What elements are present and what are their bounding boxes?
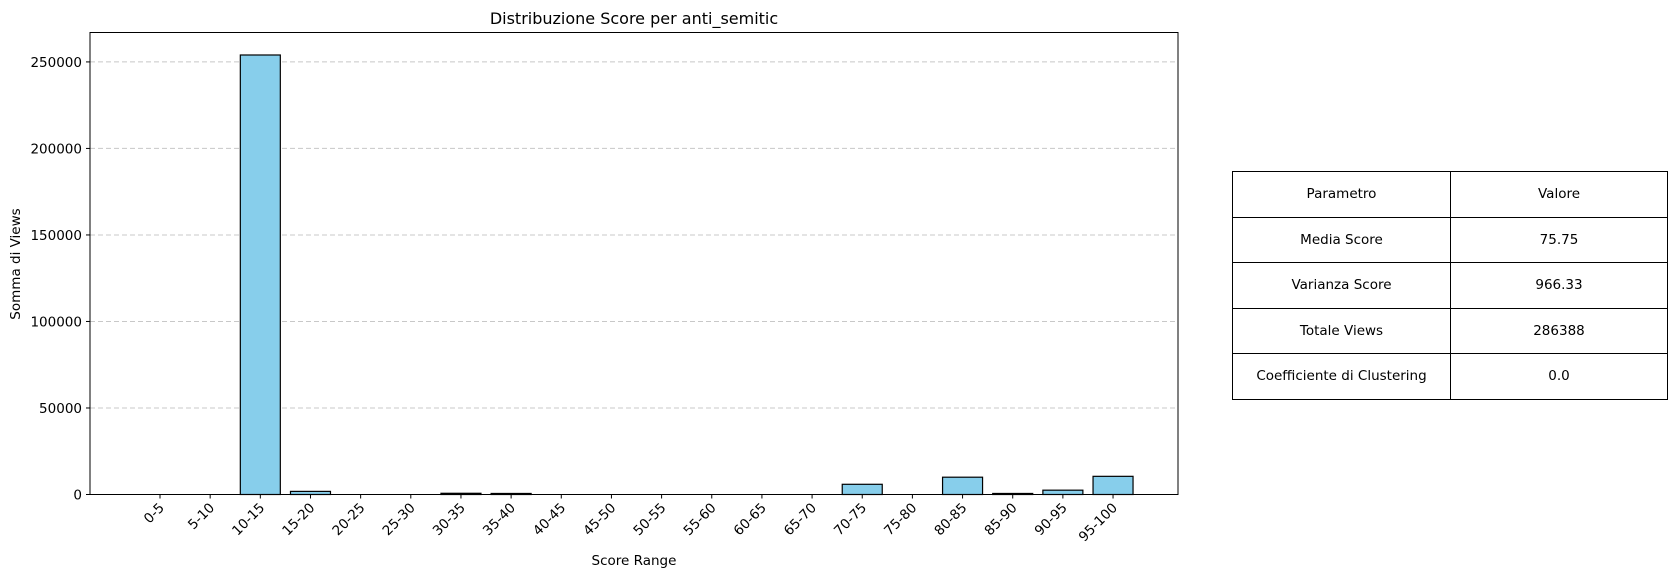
- bar: [841, 483, 883, 496]
- bars: [239, 54, 1134, 496]
- x-tick-label: 65-70: [781, 500, 820, 539]
- y-tick-label: 100000: [30, 314, 82, 330]
- x-axis-ticks: 0-5 5-10 10-15 15-20 20-25 25-30 30-35 35-40 40-…: [141, 494, 1121, 545]
- bar: [941, 476, 984, 496]
- row-param: Totale Views: [1232, 307, 1451, 354]
- x-tick-label: 50-55: [630, 500, 669, 539]
- stats-table-row: Totale Views 286388: [1232, 307, 1668, 354]
- y-axis-ticks: 0 50000 100000 150000 200000 250000: [30, 55, 90, 504]
- chart-title: Distribuzione Score per anti_semitic: [490, 9, 778, 29]
- y-tick-label: 50000: [39, 401, 82, 417]
- row-value: 286388: [1450, 307, 1668, 354]
- row-value: 75.75: [1450, 216, 1668, 263]
- x-tick-label: 80-85: [931, 500, 970, 539]
- x-tick-label: 75-80: [881, 500, 920, 539]
- y-tick-label: 200000: [30, 141, 82, 157]
- row-value: 966.33: [1450, 262, 1668, 309]
- stats-table-row: Varianza Score 966.33: [1232, 262, 1668, 309]
- x-tick-label: 20-25: [329, 500, 368, 539]
- bar: [1092, 475, 1134, 496]
- row-value: 0.0: [1450, 353, 1668, 400]
- stats-table-row: Media Score 75.75: [1232, 216, 1668, 263]
- stats-table-header-row: Parametro Valore: [1232, 171, 1668, 218]
- y-tick-label: 0: [73, 488, 82, 504]
- stats-table-row: Coefficiente di Clustering 0.0: [1232, 353, 1668, 400]
- header-valore: Valore: [1450, 171, 1668, 218]
- row-param: Media Score: [1232, 216, 1451, 263]
- header-parametro: Parametro: [1232, 171, 1451, 218]
- x-tick-label: 90-95: [1032, 500, 1071, 539]
- x-tick-label: 45-50: [580, 500, 619, 539]
- row-param: Varianza Score: [1232, 262, 1451, 309]
- x-tick-label: 5-10: [185, 500, 218, 533]
- y-tick-label: 150000: [30, 228, 82, 244]
- x-tick-label: 55-60: [681, 500, 720, 539]
- x-axis-label: Score Range: [592, 553, 677, 569]
- plot-frame: [89, 32, 1179, 495]
- x-tick-label: 85-90: [981, 500, 1020, 539]
- x-tick-label: 30-35: [430, 500, 469, 539]
- x-tick-label: 35-40: [480, 500, 519, 539]
- x-tick-label: 95-100: [1076, 500, 1121, 545]
- x-tick-label: 40-45: [530, 500, 569, 539]
- stats-table: Parametro Valore Media Score 75.75 Varia…: [1232, 171, 1668, 400]
- bar: [239, 54, 281, 496]
- row-param: Coefficiente di Clustering: [1232, 353, 1451, 400]
- x-tick-label: 0-5: [141, 500, 168, 527]
- x-tick-label: 70-75: [831, 500, 870, 539]
- bar: [1042, 489, 1084, 496]
- y-axis-label: Somma di Views: [8, 208, 24, 319]
- y-tick-label: 250000: [30, 55, 82, 71]
- x-tick-label: 25-30: [380, 500, 419, 539]
- x-tick-label: 15-20: [279, 500, 318, 539]
- x-tick-label: 60-65: [731, 500, 770, 539]
- x-tick-label: 10-15: [229, 500, 268, 539]
